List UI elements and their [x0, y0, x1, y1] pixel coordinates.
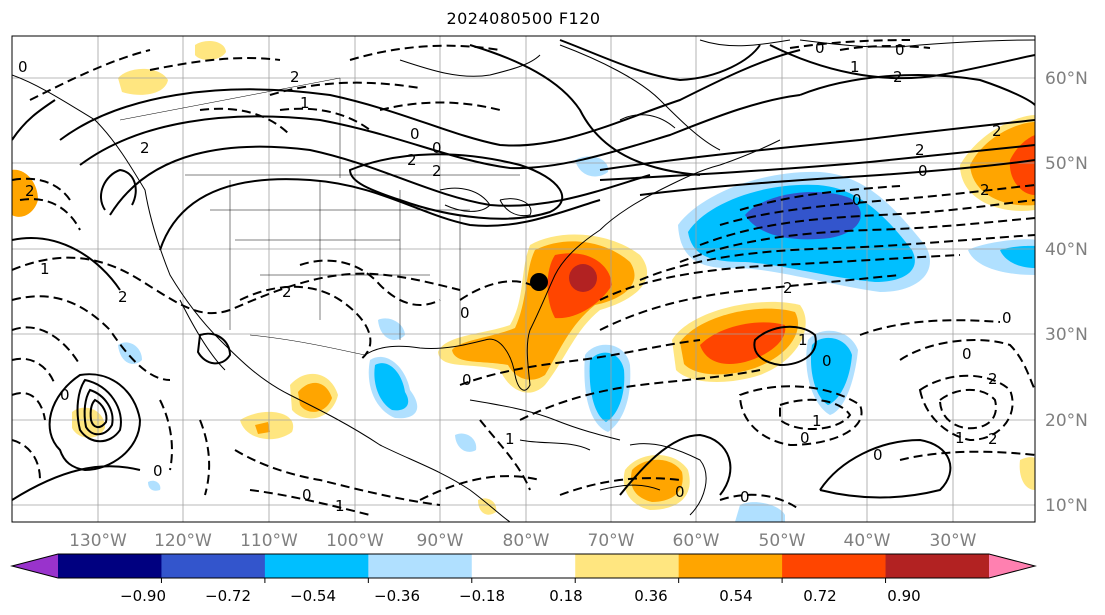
lon-label: 120°W	[154, 531, 212, 551]
contour-label: 2	[893, 68, 903, 86]
contour-label: 0	[918, 162, 928, 180]
contour-label: 0	[800, 429, 810, 447]
solid-contours	[12, 39, 1035, 501]
map-frame	[11, 35, 1036, 523]
lon-label: 80°W	[503, 531, 550, 551]
colorbar-extend-high	[989, 554, 1035, 578]
contour-label: 1	[798, 331, 808, 349]
map-plot-area: 0 2 1 2 0 0 2 2 1 2 2 0 0 2 0 2 1 0 0 2 …	[12, 36, 1035, 522]
contour-label: 2	[992, 122, 1002, 140]
contour-label: 0	[60, 386, 70, 404]
colorbar-segment	[678, 554, 783, 578]
contour-label: 0	[302, 486, 312, 504]
contour-label: 0	[462, 371, 472, 389]
lat-axis-labels: 60°N 50°N 40°N 30°N 20°N 10°N	[1045, 69, 1088, 516]
contour-label: 1	[40, 260, 50, 278]
contour-labels: 0 2 1 2 0 0 2 2 1 2 2 0 0 2 0 2 1 0 0 2 …	[18, 39, 1012, 515]
lon-label: 130°W	[69, 531, 127, 551]
colorbar-segment	[264, 554, 369, 578]
contour-label: 1	[335, 497, 345, 515]
contour-label: 0	[873, 446, 883, 464]
contour-label: 0	[153, 462, 163, 480]
colorbar	[10, 553, 1037, 583]
colorbar-label: 0.72	[803, 587, 836, 605]
colorbar-segment	[575, 554, 680, 578]
contour-label: 1	[505, 430, 515, 448]
contour-label: 1	[850, 58, 860, 76]
contour-label: 0	[740, 488, 750, 506]
lon-label: 30°W	[930, 531, 977, 551]
lat-label: 60°N	[1045, 69, 1088, 89]
contour-label: 0	[1002, 309, 1012, 327]
contour-label: 0	[962, 345, 972, 363]
location-marker-dot	[530, 273, 548, 291]
contour-label: 0	[432, 139, 442, 157]
colorbar-label: 0.90	[887, 587, 920, 605]
contour-label: 2	[118, 288, 128, 306]
colorbar-segment	[885, 554, 990, 578]
lat-label: 20°N	[1045, 411, 1088, 431]
contour-label: 0	[18, 58, 28, 76]
colorbar-segment	[368, 554, 473, 578]
colorbar-labels: −0.90 −0.72 −0.54 −0.36 −0.18 0.18 0.36 …	[120, 587, 921, 605]
colorbar-label: 0.54	[719, 587, 752, 605]
lat-label: 10°N	[1045, 496, 1088, 516]
contour-label: 0	[822, 352, 832, 370]
contour-label: 2	[988, 430, 998, 448]
colorbar-extend-low	[12, 554, 58, 578]
contour-label: 2	[407, 151, 417, 169]
contour-label: 0	[852, 191, 862, 209]
colorbar-label: −0.72	[205, 587, 251, 605]
lon-label: 70°W	[588, 531, 635, 551]
colorbar-segment	[471, 554, 576, 578]
contour-label: 2	[432, 162, 442, 180]
positive-anomaly-fills	[12, 40, 1035, 515]
dashed-contours	[12, 39, 1035, 516]
lon-label: 40°W	[844, 531, 891, 551]
lon-label: 50°W	[759, 531, 806, 551]
colorbar-outline	[10, 553, 1037, 579]
contour-label: 1	[300, 94, 310, 112]
contour-label: 2	[140, 139, 150, 157]
contour-label: 2	[915, 141, 925, 159]
lat-label: 30°N	[1045, 325, 1088, 345]
contour-label: 2	[988, 370, 998, 388]
lat-label: 50°N	[1045, 154, 1088, 174]
colorbar-segment	[58, 554, 162, 578]
colorbar-label: 0.36	[634, 587, 667, 605]
coastlines	[12, 39, 1035, 522]
lon-axis-labels: 130°W 120°W 110°W 100°W 90°W 80°W 70°W 6…	[69, 531, 977, 551]
lon-label: 90°W	[417, 531, 464, 551]
contour-label: 0	[410, 125, 420, 143]
lon-label: 100°W	[326, 531, 384, 551]
contour-label: 1	[955, 429, 965, 447]
lon-label: 60°W	[673, 531, 720, 551]
contour-label: 0	[895, 41, 905, 59]
contour-label: 2	[282, 283, 292, 301]
colorbar-segment	[782, 554, 887, 578]
contour-label: 0	[815, 39, 825, 57]
contour-label: 2	[290, 68, 300, 86]
contour-label: 2	[783, 279, 793, 297]
contour-label: 2	[25, 182, 35, 200]
contour-label: 1	[812, 412, 822, 430]
lon-label: 110°W	[240, 531, 298, 551]
colorbar-label: −0.54	[290, 587, 336, 605]
contour-label: 2	[980, 181, 990, 199]
map-title: 2024080500 F120	[446, 9, 601, 28]
colorbar-segment	[161, 554, 266, 578]
colorbar-label: −0.18	[459, 587, 505, 605]
contour-label: 0	[460, 304, 470, 322]
state-borders	[119, 77, 520, 356]
contour-label: 0	[675, 483, 685, 501]
colorbar-label: −0.90	[120, 587, 166, 605]
lat-label: 40°N	[1045, 240, 1088, 260]
colorbar-label: 0.18	[549, 587, 582, 605]
colorbar-label: −0.36	[374, 587, 420, 605]
